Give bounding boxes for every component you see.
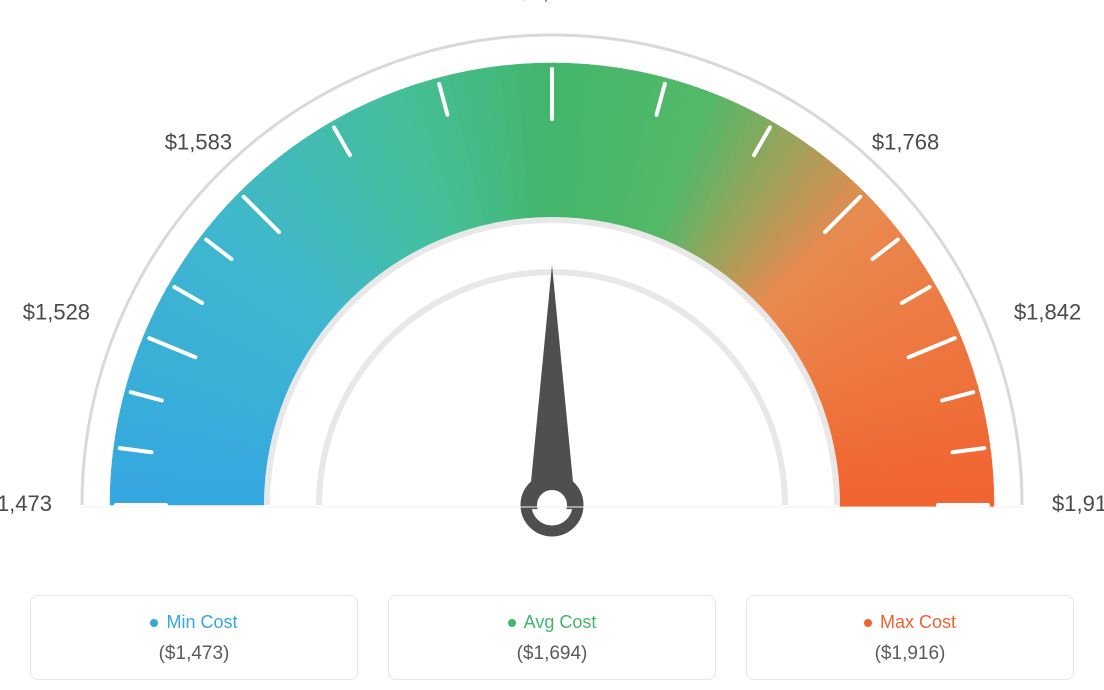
gauge-label: $1,916 [1052, 491, 1104, 516]
gauge-label: $1,842 [1014, 300, 1081, 325]
legend-value: ($1,694) [401, 643, 703, 665]
gauge-needle [526, 265, 578, 531]
legend-title: Avg Cost [508, 612, 597, 633]
gauge-label: $1,528 [23, 300, 90, 325]
legend-dot-icon [864, 619, 872, 627]
gauge-label: $1,583 [165, 129, 232, 154]
gauge-svg: $1,473 $1,528 $1,583 $1,694 $1,768 $1,842 $1,9… [0, 0, 1104, 560]
legend-card-avg-cost: Avg Cost ($1,694) [388, 595, 716, 680]
legend-value: ($1,473) [43, 643, 345, 665]
legend-card-max-cost: Max Cost ($1,916) [746, 595, 1074, 680]
legend-dot-icon [508, 619, 516, 627]
legend-row: Min Cost ($1,473) Avg Cost ($1,694) Max Cost… [0, 595, 1104, 680]
legend-label: Min Cost [166, 612, 237, 633]
legend-label: Avg Cost [524, 612, 597, 633]
legend-value: ($1,916) [759, 643, 1061, 665]
legend-label: Max Cost [880, 612, 956, 633]
legend-title: Max Cost [864, 612, 956, 633]
legend-dot-icon [150, 619, 158, 627]
legend-card-min-cost: Min Cost ($1,473) [30, 595, 358, 680]
gauge-label: $1,473 [0, 491, 52, 516]
gauge-label: $1,694 [518, 0, 585, 4]
gauge-chart: $1,473 $1,528 $1,583 $1,694 $1,768 $1,842 $1,9… [0, 0, 1104, 560]
legend-title: Min Cost [150, 612, 237, 633]
cost-gauge-widget: $1,473 $1,528 $1,583 $1,694 $1,768 $1,842 $1,9… [0, 0, 1104, 690]
gauge-label: $1,768 [872, 129, 939, 154]
